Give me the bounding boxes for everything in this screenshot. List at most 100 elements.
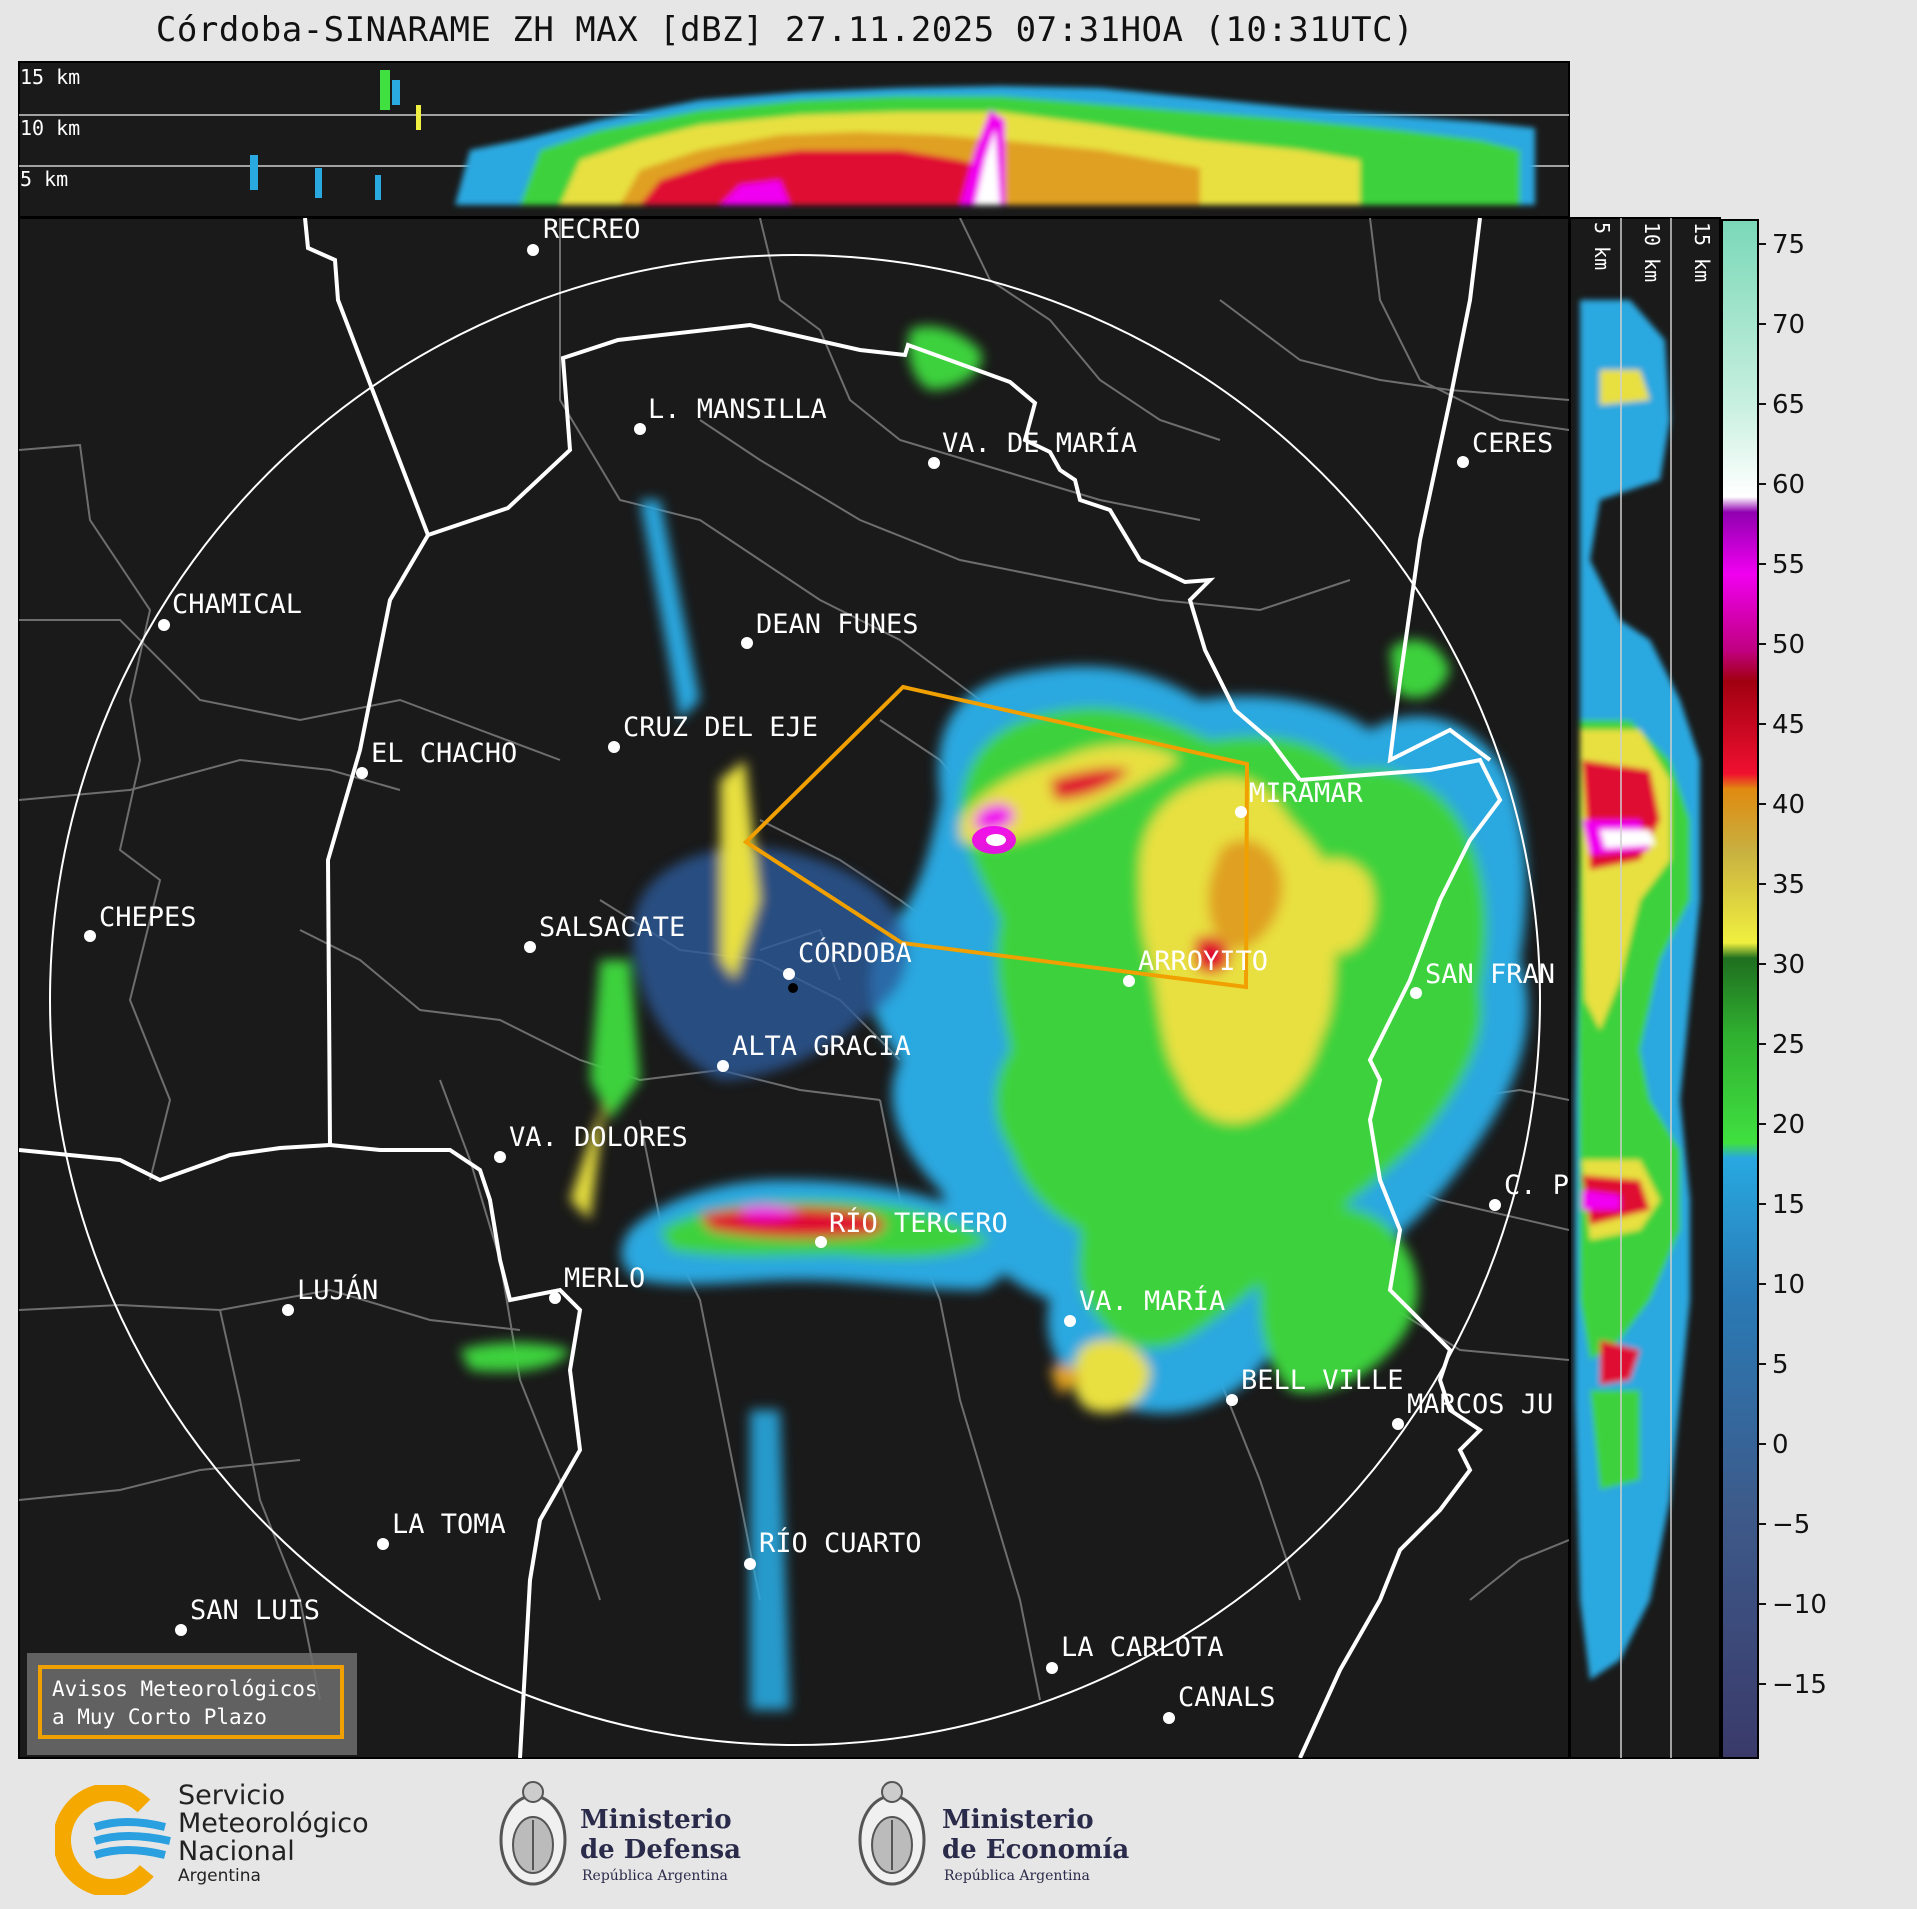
city-l-mansilla: L. MANSILLA	[634, 394, 827, 435]
defensa-line1: Ministerio	[580, 1805, 732, 1835]
city-alta-gracia: ALTA GRACIA	[717, 1031, 911, 1072]
city-va-dolores: VA. DOLORES	[494, 1122, 688, 1163]
city-la-carlota: LA CARLOTA	[1046, 1632, 1224, 1674]
colorbar-tick-label: 75	[1772, 230, 1805, 260]
city-el-chacho: EL CHACHO	[356, 738, 517, 779]
city-marcos-ju: MARCOS JU	[1392, 1389, 1553, 1430]
side-height-label-15km: 15 km	[1690, 222, 1714, 282]
colorbar-tick-label: 10	[1772, 1270, 1805, 1300]
city-la-toma: LA TOMA	[377, 1509, 506, 1550]
svg-text:LA TOMA: LA TOMA	[392, 1509, 506, 1540]
city-canals: CANALS	[1163, 1682, 1276, 1724]
colorbar-tick-label: 70	[1772, 310, 1805, 340]
economia-line2: de Economía	[942, 1835, 1130, 1865]
svg-text:VA. DOLORES: VA. DOLORES	[509, 1122, 688, 1153]
precipitation-echoes	[460, 326, 1528, 1710]
defensa-subtitle: República Argentina	[582, 1868, 728, 1884]
city-va-maria: VA. MARÍA	[1064, 1285, 1225, 1327]
colorbar-tick-label: −15	[1772, 1670, 1827, 1700]
svg-text:DEAN FUNES: DEAN FUNES	[756, 609, 919, 640]
smn-line4: Argentina	[178, 1866, 261, 1886]
colorbar-tick-label: 45	[1772, 710, 1805, 740]
defensa-line2: de Defensa	[580, 1835, 741, 1865]
colorbar-tick-label: 15	[1772, 1190, 1805, 1220]
smn-logo-icon	[55, 1785, 171, 1895]
page-title: Córdoba-SINARAME ZH MAX [dBZ] 27.11.2025…	[155, 10, 1415, 50]
city-san-fran: SAN FRAN	[1410, 959, 1555, 999]
city-ceres: CERES	[1457, 428, 1553, 468]
colorbar-tick-label: 60	[1772, 470, 1805, 500]
svg-text:LUJÁN: LUJÁN	[297, 1274, 378, 1306]
svg-text:CANALS: CANALS	[1178, 1682, 1276, 1713]
svg-text:RÍO TERCERO: RÍO TERCERO	[829, 1207, 1008, 1239]
svg-text:RÍO CUARTO: RÍO CUARTO	[759, 1527, 922, 1559]
city-miramar: MIRAMAR	[1235, 778, 1364, 818]
svg-text:VA. DE MARÍA: VA. DE MARÍA	[942, 427, 1137, 459]
city-rio-tercero: RÍO TERCERO	[815, 1207, 1008, 1248]
height-label-10km: 10 km	[20, 116, 80, 140]
colorbar-tick-label: −10	[1772, 1590, 1827, 1620]
colorbar-tick-label: 30	[1772, 950, 1805, 980]
smn-logo-text: Servicio Meteorológico Nacional Argentin…	[178, 1780, 369, 1887]
city-cruz-del-eje: CRUZ DEL EJE	[608, 712, 818, 753]
colorbar-tick-label: 50	[1772, 630, 1805, 660]
svg-text:LA CARLOTA: LA CARLOTA	[1061, 1632, 1224, 1663]
svg-text:RECREO: RECREO	[543, 214, 641, 245]
svg-text:CERES: CERES	[1472, 428, 1553, 459]
svg-text:CHEPES: CHEPES	[99, 902, 197, 933]
colorbar-tick-label: 25	[1772, 1030, 1805, 1060]
smn-line1: Servicio	[178, 1780, 286, 1811]
svg-text:C. P: C. P	[1504, 1170, 1569, 1201]
city-chepes: CHEPES	[84, 902, 197, 942]
svg-text:SAN LUIS: SAN LUIS	[190, 1595, 320, 1626]
province-boundaries	[19, 218, 1503, 1758]
svg-text:CRUZ DEL EJE: CRUZ DEL EJE	[623, 712, 818, 743]
svg-text:CHAMICAL: CHAMICAL	[172, 589, 302, 620]
city-cordoba: CÓRDOBA	[783, 937, 912, 980]
colorbar-tick-label: 35	[1772, 870, 1805, 900]
range-ring	[49, 254, 1541, 1746]
economia-line1: Ministerio	[942, 1805, 1094, 1835]
city-dean-funes: DEAN FUNES	[741, 609, 919, 649]
warning-legend-line1: Avisos Meteorológicos	[52, 1677, 318, 1701]
svg-text:SAN FRAN: SAN FRAN	[1425, 959, 1555, 990]
colorbar-tick-label: −5	[1772, 1510, 1810, 1540]
radar-map: RECREO L. MANSILLA VA. DE MARÍA CERES CH…	[18, 214, 1570, 1759]
city-chamical: CHAMICAL	[158, 589, 302, 631]
svg-text:ARROYITO: ARROYITO	[1138, 946, 1268, 977]
city-lujan: LUJÁN	[282, 1274, 378, 1316]
svg-text:SALSACATE: SALSACATE	[539, 912, 685, 943]
warning-polygon	[742, 684, 1250, 990]
svg-text:VA. MARÍA: VA. MARÍA	[1079, 1285, 1225, 1317]
city-recreo: RECREO	[527, 214, 641, 256]
coat-of-arms-icon	[499, 1781, 567, 1886]
svg-text:MARCOS JU: MARCOS JU	[1407, 1389, 1553, 1420]
city-c-p: C. P	[1489, 1170, 1569, 1211]
city-san-luis: SAN LUIS	[175, 1595, 320, 1636]
city-va-de-maria: VA. DE MARÍA	[928, 427, 1137, 469]
colorbar-tick-label: 5	[1772, 1350, 1789, 1380]
city-salsacate: SALSACATE	[524, 912, 685, 953]
svg-text:MIRAMAR: MIRAMAR	[1249, 778, 1364, 809]
side-height-label-10km: 10 km	[1640, 222, 1664, 282]
top-height-profile: 15 km 10 km 5 km	[18, 61, 1570, 218]
height-label-15km: 15 km	[20, 65, 80, 89]
economia-logo-text: Ministerio de Economía	[942, 1805, 1129, 1865]
smn-line3: Nacional	[178, 1836, 295, 1867]
smn-line2: Meteorológico	[178, 1808, 369, 1839]
warning-legend: Avisos Meteorológicos a Muy Corto Plazo	[38, 1665, 344, 1739]
defensa-logo-text: Ministerio de Defensa	[580, 1805, 741, 1865]
city-rio-cuarto: RÍO CUARTO	[744, 1527, 922, 1570]
colorbar-tick-label: 65	[1772, 390, 1805, 420]
city-arroyito: ARROYITO	[1123, 946, 1268, 987]
footer: Servicio Meteorológico Nacional Argentin…	[0, 1760, 1917, 1909]
svg-text:ALTA GRACIA: ALTA GRACIA	[732, 1031, 911, 1062]
warning-legend-line2: a Muy Corto Plazo	[52, 1705, 267, 1729]
side-height-profile: 5 km 10 km 15 km	[1569, 217, 1721, 1759]
svg-text:BELL VILLE: BELL VILLE	[1241, 1365, 1404, 1396]
radar-site-marker	[788, 983, 798, 993]
city-markers: RECREO L. MANSILLA VA. DE MARÍA CERES CH…	[84, 214, 1569, 1724]
colorbar-tick-label: 0	[1772, 1430, 1789, 1460]
